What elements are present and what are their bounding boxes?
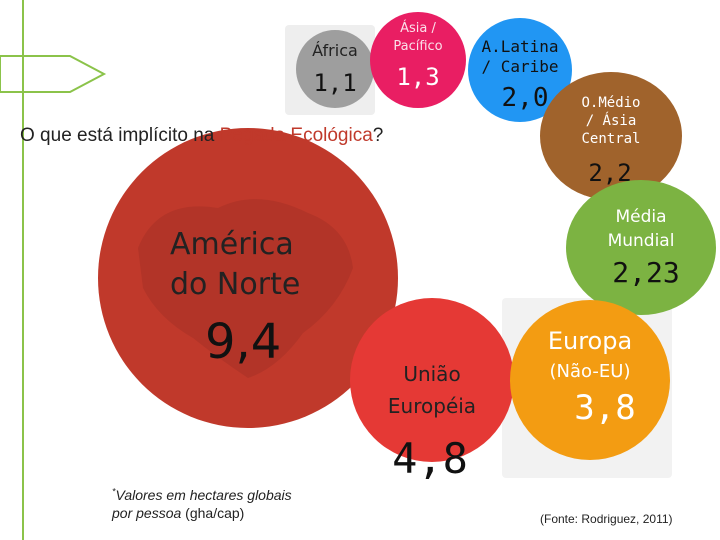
value-latin-america: 2,0 [501, 83, 549, 113]
label-latin-america-2: / Caribe [481, 57, 559, 76]
title-suffix: ? [372, 125, 384, 146]
value-world-average: 2,23 [612, 256, 680, 289]
label-africa: África [312, 41, 358, 60]
bubble-world-average [566, 180, 716, 315]
label-world-average-2: Mundial [607, 231, 675, 251]
label-north-america-2: do Norte [170, 267, 301, 302]
label-europe-1: Europa [547, 327, 633, 355]
title-prefix: O que está implícito na [20, 125, 220, 146]
footnote-unit: (gha/cap) [181, 505, 245, 522]
title-highlight: Pegada Ecológica [219, 125, 373, 146]
bubble-africa [296, 30, 374, 108]
label-asia-pacific-1: Ásia / [400, 21, 436, 36]
value-european-union: 4,8 [392, 434, 468, 483]
footnote-line-1: *Valores em hectares globais [112, 486, 292, 504]
footnote-text-1: Valores em hectares globais [115, 487, 292, 503]
label-latin-america-1: A.Latina [481, 37, 559, 56]
label-european-union-1: União [403, 362, 461, 386]
left-accent-line [22, 0, 24, 540]
label-europe-2: (Não-EU) [549, 361, 631, 382]
label-european-union-2: Européia [387, 394, 477, 418]
bubble-europe-non-eu [510, 300, 670, 460]
value-north-america: 9,4 [205, 314, 282, 370]
label-middle-east-2: / Ásia [585, 113, 637, 129]
footnote: *Valores em hectares globais por pessoa … [112, 486, 292, 522]
footnote-line-2: por pessoa (gha/cap) [112, 504, 292, 522]
value-asia-pacific: 1,3 [396, 63, 440, 91]
slide-title: O que está implícito na Pegada Ecológica… [20, 125, 383, 147]
value-europe: 3,8 [574, 388, 636, 428]
label-middle-east-3: Central [581, 131, 641, 147]
arrow-decoration-icon [0, 55, 107, 93]
bubble-european-union [350, 298, 514, 462]
footnote-mark: * [112, 486, 116, 497]
bubble-asia-pacific [370, 12, 466, 108]
source-citation: (Fonte: Rodriguez, 2011) [540, 512, 673, 526]
label-middle-east-1: O.Médio [581, 95, 641, 111]
label-asia-pacific-2: Pacífico [393, 39, 443, 54]
label-world-average-1: Média [615, 207, 667, 227]
label-north-america-1: América [170, 227, 294, 262]
north-america-map-shape [138, 199, 353, 378]
footnote-text-2: por pessoa [112, 505, 182, 522]
value-africa: 1,1 [313, 69, 357, 97]
bubble-middle-east [540, 72, 682, 200]
